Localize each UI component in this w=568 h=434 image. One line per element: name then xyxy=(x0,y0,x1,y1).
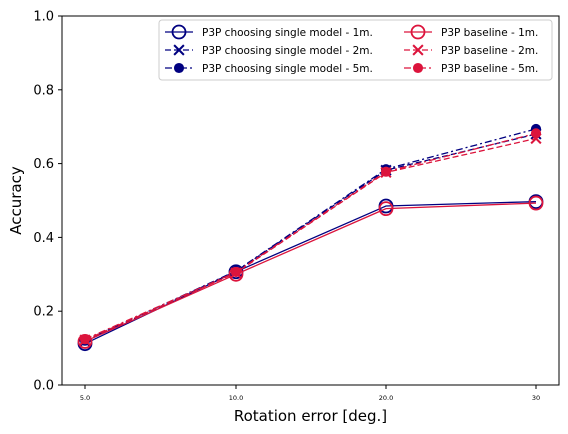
x-tick-label: 5.0 xyxy=(80,394,90,402)
series-line xyxy=(84,132,537,340)
legend-entry-4: P3P baseline - 1m. xyxy=(404,24,538,40)
legend-label: P3P baseline - 2m. xyxy=(441,45,538,57)
y-tick-label: 0.8 xyxy=(33,83,54,98)
legend-label: P3P choosing single model - 1m. xyxy=(202,27,373,39)
series-1 xyxy=(77,194,544,352)
marker-point-3 xyxy=(380,166,392,177)
legend-entry-3: P3P choosing single model - 5m. xyxy=(165,62,373,75)
series-6 xyxy=(79,128,542,345)
marker-point-2 xyxy=(230,267,242,278)
series-4 xyxy=(77,195,544,349)
marker-legend xyxy=(412,44,424,56)
marker-legend xyxy=(173,62,185,74)
x-tick-label: 10.0 xyxy=(229,394,243,402)
series-line xyxy=(84,202,537,343)
axis-ticks: 5.0 10.0 20.0 30 0.0 0.2 0.4 0.6 0.8 1.0 xyxy=(33,10,540,403)
plot-area xyxy=(77,123,544,352)
marker-point-1 xyxy=(79,334,91,345)
marker-point-3 xyxy=(378,201,394,217)
x-tick-label: 30 xyxy=(532,394,540,402)
legend-label: P3P choosing single model - 5m. xyxy=(202,63,373,75)
legend-label: P3P baseline - 5m. xyxy=(441,63,538,75)
x-tick-label: 20.0 xyxy=(379,394,393,402)
marker-legend xyxy=(173,44,185,56)
legend-label: P3P baseline - 1m. xyxy=(441,27,538,39)
plot-frame xyxy=(61,15,560,386)
series-line xyxy=(84,128,537,342)
legend-entry-2: P3P choosing single model - 2m. xyxy=(165,44,373,57)
x-axis-label: Rotation error [deg.] xyxy=(234,407,387,425)
y-tick-label: 0.0 xyxy=(33,379,54,394)
marker-legend xyxy=(412,62,424,74)
y-tick-label: 0.4 xyxy=(33,231,54,246)
marker-legend xyxy=(410,24,426,40)
y-tick-label: 0.2 xyxy=(33,305,54,320)
marker-point-4 xyxy=(530,128,542,139)
legend: P3P choosing single model - 1m. P3P choos… xyxy=(158,19,553,81)
legend-entry-1: P3P choosing single model - 1m. xyxy=(165,24,373,40)
legend-label: P3P choosing single model - 2m. xyxy=(202,45,373,57)
y-tick-label: 0.6 xyxy=(33,157,54,172)
marker-point-4 xyxy=(528,195,544,211)
legend-entry-5: P3P baseline - 2m. xyxy=(404,44,538,57)
legend-entry-6: P3P baseline - 5m. xyxy=(404,62,538,75)
marker-legend xyxy=(171,24,187,40)
legend-box xyxy=(158,19,553,81)
y-tick-label: 1.0 xyxy=(33,10,54,25)
y-axis-label: Accuracy xyxy=(7,166,25,235)
